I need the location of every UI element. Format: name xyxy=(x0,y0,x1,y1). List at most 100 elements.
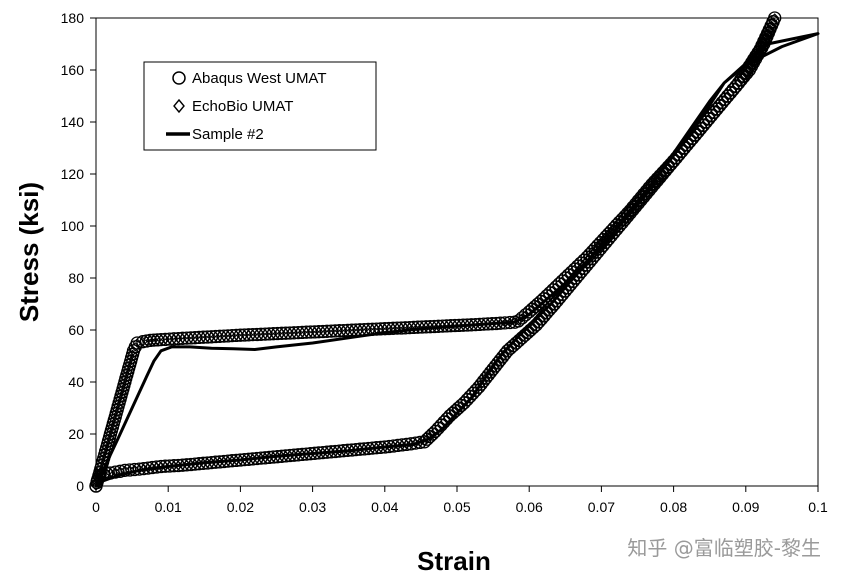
echobio-point xyxy=(769,13,780,23)
echobio-point xyxy=(264,329,275,339)
echobio-point xyxy=(520,310,531,320)
echobio-point xyxy=(371,324,382,334)
echobio-point xyxy=(454,320,464,331)
echobio-point xyxy=(194,332,204,343)
echobio-point xyxy=(338,445,349,456)
echobio-point xyxy=(738,71,748,81)
echobio-point xyxy=(182,333,192,343)
echobio-point xyxy=(541,291,552,301)
echobio-point xyxy=(239,454,250,465)
y-tick-label: 80 xyxy=(68,270,84,286)
echobio-point xyxy=(326,447,336,457)
echobio-point xyxy=(513,316,524,326)
echobio-point xyxy=(160,461,171,471)
echobio-point xyxy=(293,327,303,338)
echobio-point xyxy=(446,320,456,331)
echobio-point xyxy=(450,320,460,331)
x-tick-label: 0.03 xyxy=(299,499,326,515)
y-axis-ticks: 0 20 40 60 80 100 120 140 160 180 xyxy=(61,10,96,494)
echobio-point xyxy=(169,334,179,344)
echobio-point xyxy=(359,444,369,454)
echobio-point xyxy=(400,323,411,333)
echobio-point xyxy=(305,327,316,337)
x-tick-label: 0.08 xyxy=(660,499,687,515)
echobio-point xyxy=(276,328,287,339)
echobio-point xyxy=(757,42,767,53)
echobio-point xyxy=(260,453,270,463)
echobio-point xyxy=(474,319,485,330)
echobio-point xyxy=(554,279,564,289)
echobio-point xyxy=(152,335,163,345)
watermark-text: 知乎 @富临塑胶-黎生 xyxy=(627,536,821,560)
echobio-point xyxy=(285,328,295,338)
echobio-point xyxy=(164,461,175,471)
echobio-point xyxy=(748,57,759,68)
echobio-point xyxy=(351,325,361,335)
echobio-point xyxy=(367,443,378,453)
echobio-point xyxy=(264,452,275,463)
echobio-point xyxy=(355,444,365,454)
echobio-point xyxy=(248,329,258,340)
abaqus-point xyxy=(143,333,157,348)
echobio-point xyxy=(560,273,571,283)
echobio-point xyxy=(433,321,444,332)
echobio-point xyxy=(740,68,750,78)
echobio-point xyxy=(132,338,142,348)
echobio-point xyxy=(338,325,349,336)
echobio-point xyxy=(202,332,213,342)
echobio-point xyxy=(182,460,192,470)
echobio-point xyxy=(289,328,299,338)
echobio-point xyxy=(202,458,213,468)
x-tick-label: 0.04 xyxy=(371,499,398,515)
legend-label-echobio: EchoBio UMAT xyxy=(192,98,293,115)
echobio-point xyxy=(429,321,440,332)
echobio-point xyxy=(367,324,378,335)
echobio-point xyxy=(248,454,258,464)
echobio-point xyxy=(285,450,295,461)
echobio-point xyxy=(206,457,217,468)
echobio-point xyxy=(750,54,761,64)
y-tick-label: 100 xyxy=(61,218,85,234)
echobio-point xyxy=(173,460,184,471)
echobio-point xyxy=(375,442,386,453)
abaqus-point xyxy=(154,332,168,347)
echobio-point xyxy=(145,335,155,346)
echobio-point xyxy=(754,46,765,57)
x-tick-label: 0.09 xyxy=(732,499,759,515)
echobio-point xyxy=(322,326,332,337)
echobio-point xyxy=(177,460,188,470)
y-tick-label: 160 xyxy=(61,62,85,78)
echobio-point xyxy=(94,472,105,482)
echobio-point xyxy=(533,299,543,309)
echobio-point xyxy=(268,328,279,339)
echobio-point xyxy=(256,453,266,463)
echobio-point xyxy=(408,322,419,333)
echobio-point xyxy=(160,334,171,345)
echobio-point xyxy=(622,208,633,219)
echobio-point xyxy=(330,446,341,457)
echobio-point xyxy=(215,331,225,342)
legend-label-abaqus: Abaqus West UMAT xyxy=(192,70,327,87)
echobio-point xyxy=(396,323,407,333)
echobio-point xyxy=(551,282,561,292)
x-tick-label: 0 xyxy=(92,499,100,515)
echobio-point xyxy=(305,448,316,459)
echobio-point xyxy=(483,319,493,329)
echobio-point xyxy=(190,332,200,343)
echobio-point xyxy=(606,226,617,236)
x-axis-title: Strain xyxy=(417,546,491,576)
echobio-point xyxy=(421,322,431,332)
echobio-point xyxy=(281,451,291,461)
echobio-point xyxy=(392,323,402,333)
echobio-point xyxy=(380,442,390,452)
echobio-point xyxy=(760,35,771,46)
echobio-point xyxy=(194,458,204,469)
echobio-point xyxy=(538,294,549,304)
echobio-point xyxy=(223,456,233,466)
y-tick-label: 0 xyxy=(76,478,84,494)
x-tick-label: 0.06 xyxy=(516,499,543,515)
abaqus-point xyxy=(162,459,177,473)
echobio-point xyxy=(223,331,233,341)
echobio-point xyxy=(318,326,328,337)
echobio-point xyxy=(276,451,287,462)
